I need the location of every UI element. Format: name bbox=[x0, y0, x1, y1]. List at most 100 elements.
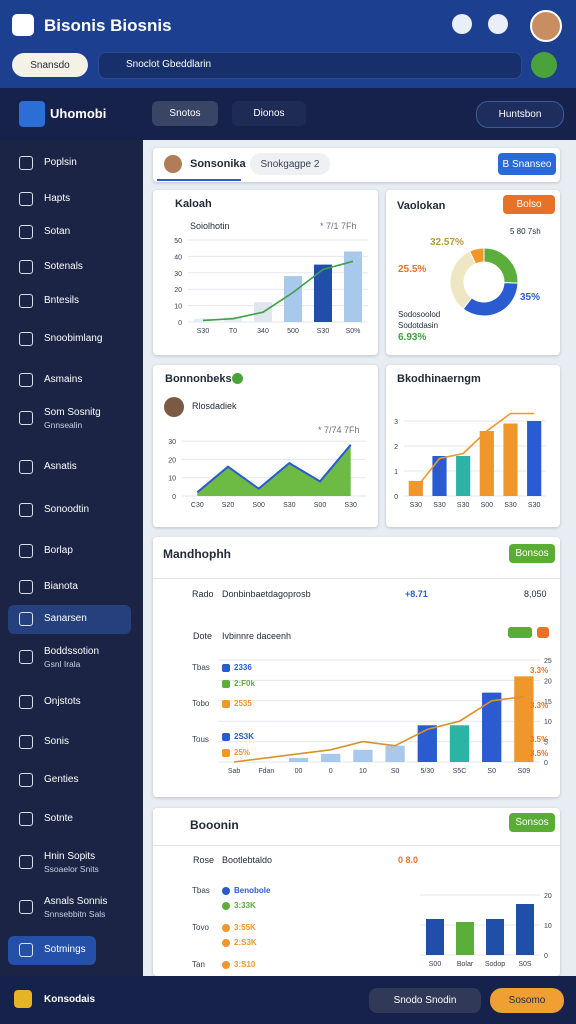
legend-swatch bbox=[222, 939, 230, 947]
row-tag: Dote bbox=[193, 631, 213, 641]
nav-icon[interactable] bbox=[19, 695, 33, 709]
nav-icon[interactable] bbox=[19, 900, 33, 914]
button[interactable]: Bonsos bbox=[509, 544, 555, 563]
nav-item[interactable]: Bntesils bbox=[44, 295, 80, 306]
divider bbox=[153, 845, 560, 846]
tabs-card bbox=[153, 148, 560, 182]
nav-item[interactable]: Asmains bbox=[44, 374, 83, 385]
button[interactable]: Snansdo bbox=[12, 53, 88, 77]
nav-icon[interactable] bbox=[19, 580, 33, 594]
legend-text: 2336 bbox=[234, 663, 252, 672]
nav-item[interactable]: Genties bbox=[44, 774, 79, 785]
avatar bbox=[164, 397, 184, 417]
search-text: Snoclot Gbeddlarin bbox=[126, 59, 212, 70]
nav-item[interactable]: Sanarsen bbox=[44, 613, 87, 624]
footer-brand: Konsodais bbox=[44, 994, 96, 1005]
nav-icon[interactable] bbox=[19, 156, 33, 170]
card-subtitle: Soiolhotin bbox=[190, 221, 230, 231]
nav-icon[interactable] bbox=[19, 192, 33, 206]
nav-icon[interactable] bbox=[19, 460, 33, 474]
legend-text: 3:55K bbox=[234, 923, 256, 932]
row-value: 8,050 bbox=[524, 589, 547, 599]
nav-icon[interactable] bbox=[19, 650, 33, 664]
nav-icon[interactable] bbox=[19, 332, 33, 346]
legend-text: 2535 bbox=[234, 699, 252, 708]
row-text: Donbinbaetdagoprosb bbox=[222, 589, 311, 599]
nav-item[interactable]: Sonis bbox=[44, 736, 70, 747]
button[interactable]: Sosomo bbox=[490, 988, 564, 1013]
action-button[interactable] bbox=[531, 52, 557, 78]
legend-text: 25% bbox=[234, 748, 251, 757]
button[interactable]: Bolso bbox=[503, 195, 555, 214]
avatar[interactable] bbox=[530, 10, 562, 42]
nav-icon[interactable] bbox=[19, 503, 33, 517]
icon[interactable] bbox=[488, 14, 508, 34]
row-delta: 0 8.0 bbox=[398, 855, 419, 865]
nav-icon[interactable] bbox=[19, 812, 33, 826]
nav-icon[interactable] bbox=[19, 225, 33, 239]
legend-swatch bbox=[222, 680, 230, 688]
nav-item[interactable]: Asnals Sonnis bbox=[44, 896, 108, 907]
chip bbox=[508, 627, 532, 638]
nav-item[interactable]: Sonoodtin bbox=[44, 504, 90, 515]
card-title: Vaolokan bbox=[397, 200, 446, 212]
nav-icon[interactable] bbox=[19, 260, 33, 274]
row-text: Ivbinnre daceenh bbox=[222, 631, 292, 641]
button[interactable]: B Snanseo bbox=[498, 153, 556, 175]
legend-text: 3:S10 bbox=[234, 960, 256, 969]
button[interactable]: Snodo Snodin bbox=[369, 988, 481, 1013]
action[interactable]: Huntsbon bbox=[476, 101, 564, 128]
tab-user[interactable]: Sonsonika bbox=[190, 158, 246, 170]
nav-icon[interactable] bbox=[19, 544, 33, 558]
button[interactable]: Sonsos bbox=[509, 813, 555, 832]
icon[interactable] bbox=[452, 14, 472, 34]
nav-item[interactable]: Boddssotion bbox=[44, 646, 100, 657]
nav-item[interactable]: Poplsin bbox=[44, 157, 77, 168]
card-title: Bonnonbeks bbox=[165, 373, 232, 385]
nav-icon[interactable] bbox=[19, 373, 33, 387]
avatar bbox=[164, 155, 182, 173]
nav-icon[interactable] bbox=[19, 735, 33, 749]
active-item bbox=[8, 605, 131, 634]
annotation: 3.3% bbox=[530, 701, 549, 710]
nav-item[interactable]: Borlap bbox=[44, 545, 73, 556]
nav-item[interactable]: Snoobimlang bbox=[44, 333, 103, 344]
nav-icon[interactable] bbox=[19, 855, 33, 869]
card-title: Booonin bbox=[190, 818, 239, 832]
nav-item[interactable]: Asnatis bbox=[44, 461, 77, 472]
nav-item[interactable]: Sotenals bbox=[44, 261, 83, 272]
legend-swatch bbox=[222, 902, 230, 910]
card bbox=[153, 808, 560, 976]
card bbox=[386, 365, 560, 527]
footer-logo bbox=[14, 990, 32, 1008]
row-text: Bootlebtaldo bbox=[222, 855, 273, 865]
row-label: Tobo bbox=[192, 699, 210, 708]
nav-item[interactable]: Bianota bbox=[44, 581, 78, 592]
nav-item[interactable]: Sotmings bbox=[44, 944, 86, 955]
nav-item[interactable]: Onjstots bbox=[44, 696, 81, 707]
legend-swatch bbox=[222, 887, 230, 895]
nav-icon[interactable] bbox=[19, 943, 33, 957]
nav-icon[interactable] bbox=[19, 294, 33, 308]
nav-subitem: Gsnl Irala bbox=[44, 659, 81, 669]
row-tag: Rose bbox=[193, 855, 215, 865]
sidebar bbox=[0, 140, 143, 976]
nav-item[interactable]: Sotnte bbox=[44, 813, 73, 824]
nav-icon[interactable] bbox=[19, 612, 33, 626]
tab[interactable]: Dionos bbox=[232, 101, 306, 126]
nav-icon[interactable] bbox=[19, 411, 33, 425]
chip[interactable]: Snokgagpe 2 bbox=[250, 153, 330, 175]
legend-swatch bbox=[222, 749, 230, 757]
row-label: Tovo bbox=[192, 923, 209, 932]
nav-item[interactable]: Hapts bbox=[44, 193, 71, 204]
nav-item[interactable]: Sotan bbox=[44, 226, 71, 237]
search-bar[interactable] bbox=[98, 52, 522, 79]
tab[interactable]: Snotos bbox=[152, 101, 218, 126]
nav-icon[interactable] bbox=[19, 773, 33, 787]
nav-item[interactable]: Hnin Sopits bbox=[44, 851, 96, 862]
caption: Sodotdasin bbox=[398, 321, 439, 330]
nav-item[interactable]: Som Sosnitg bbox=[44, 407, 101, 418]
legend-text: 2:S3K bbox=[234, 938, 257, 947]
note: * 7/74 7Fh bbox=[318, 425, 360, 435]
